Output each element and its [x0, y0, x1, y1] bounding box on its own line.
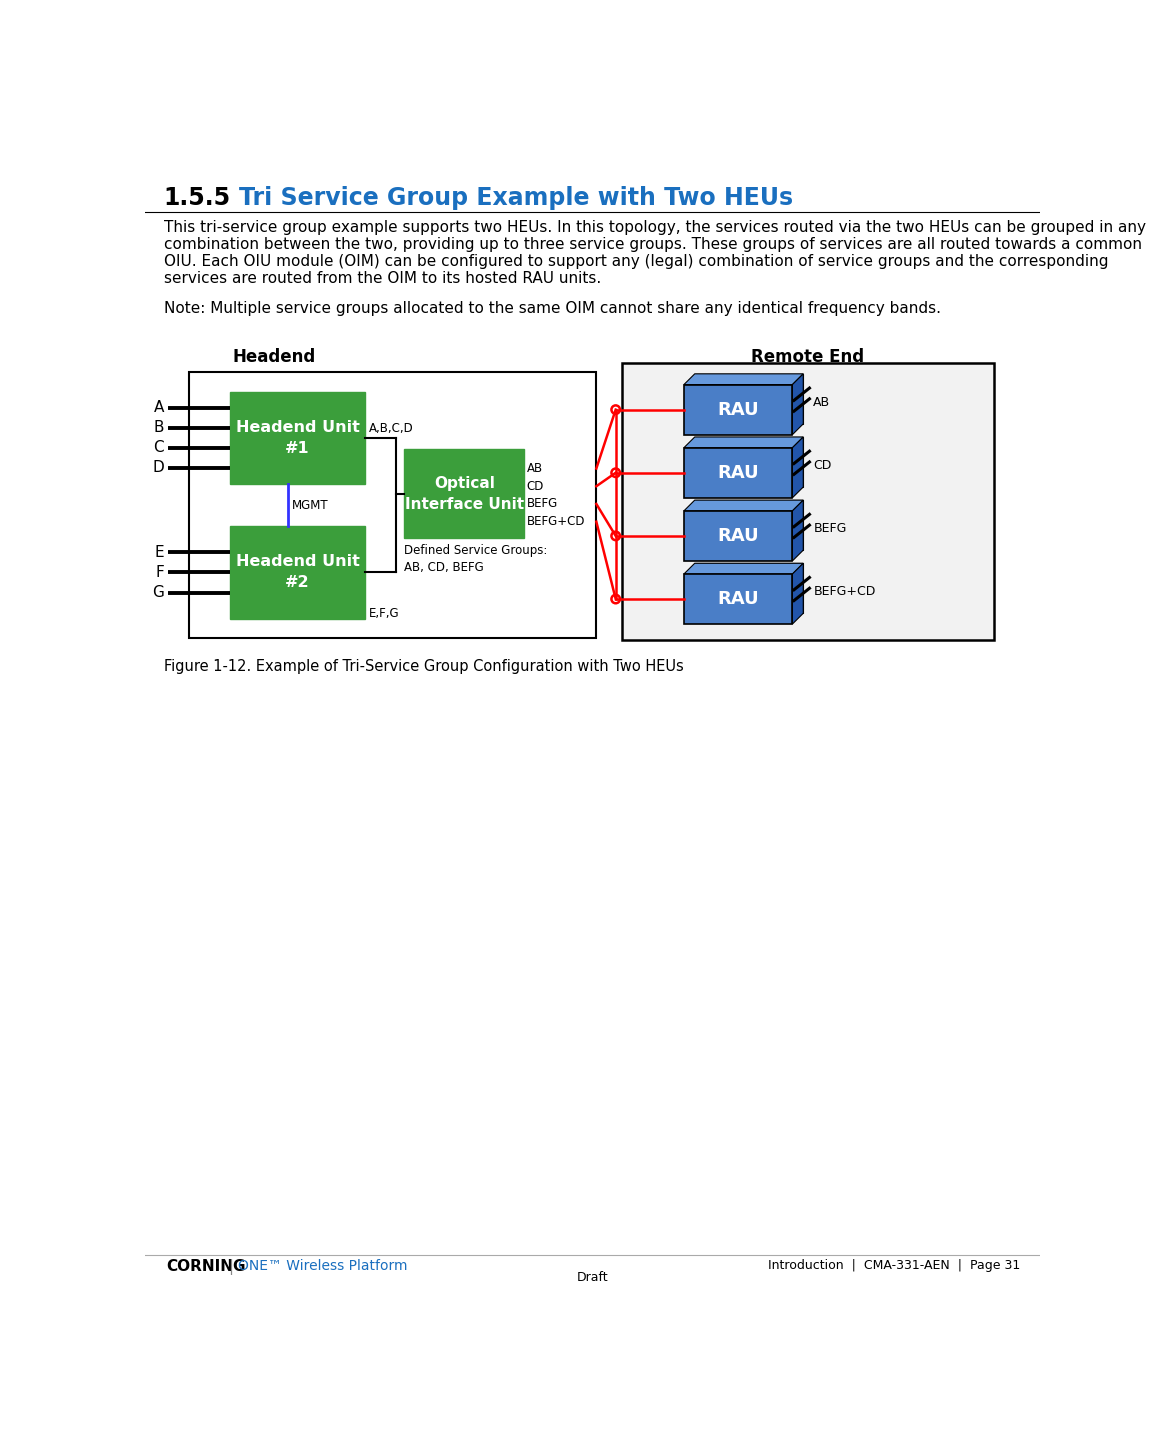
Bar — [684, 447, 792, 498]
Bar — [230, 391, 365, 483]
Bar — [622, 363, 994, 640]
Text: RAU: RAU — [718, 463, 759, 482]
Text: Figure 1-12. Example of Tri-Service Group Configuration with Two HEUs: Figure 1-12. Example of Tri-Service Grou… — [164, 660, 683, 674]
Bar — [684, 511, 792, 561]
Bar — [695, 437, 803, 488]
Text: CD: CD — [527, 480, 544, 493]
Text: E: E — [154, 545, 164, 559]
Text: CD: CD — [814, 459, 831, 472]
Bar — [230, 526, 365, 618]
Text: BEFG+CD: BEFG+CD — [527, 515, 585, 528]
Text: RAU: RAU — [718, 400, 759, 419]
Bar — [695, 564, 803, 614]
Text: Headend Unit
#1: Headend Unit #1 — [236, 420, 360, 456]
Text: Headend: Headend — [232, 347, 316, 366]
Text: 1.5.5: 1.5.5 — [164, 186, 231, 209]
Polygon shape — [684, 564, 803, 574]
Text: G: G — [151, 585, 164, 599]
Polygon shape — [792, 374, 803, 435]
Text: BEFG: BEFG — [527, 498, 558, 511]
Polygon shape — [792, 564, 803, 624]
Polygon shape — [792, 437, 803, 498]
Text: D: D — [153, 460, 164, 475]
Text: Remote End: Remote End — [751, 347, 865, 366]
Text: OIU. Each OIU module (OIM) can be configured to support any (legal) combination : OIU. Each OIU module (OIM) can be config… — [164, 254, 1109, 268]
Text: ONE™ Wireless Platform: ONE™ Wireless Platform — [237, 1259, 407, 1273]
Text: A: A — [154, 400, 164, 416]
Text: F: F — [155, 565, 164, 579]
Bar — [684, 574, 792, 624]
Polygon shape — [792, 500, 803, 561]
Text: This tri-service group example supports two HEUs. In this topology, the services: This tri-service group example supports … — [164, 219, 1146, 235]
Text: B: B — [154, 420, 164, 436]
Text: AB: AB — [527, 462, 542, 475]
Text: Note: Multiple service groups allocated to the same OIM cannot share any identic: Note: Multiple service groups allocated … — [164, 301, 941, 317]
Text: CORNING: CORNING — [166, 1259, 246, 1275]
Text: Headend Unit
#2: Headend Unit #2 — [236, 555, 360, 591]
Bar — [695, 374, 803, 424]
Text: Defined Service Groups:
AB, CD, BEFG: Defined Service Groups: AB, CD, BEFG — [405, 543, 548, 574]
Text: Tri Service Group Example with Two HEUs: Tri Service Group Example with Two HEUs — [207, 186, 794, 209]
Text: Introduction  |  CMA-331-AEN  |  Page 31: Introduction | CMA-331-AEN | Page 31 — [768, 1259, 1021, 1272]
Bar — [190, 373, 596, 638]
Bar — [684, 384, 792, 435]
Text: C: C — [154, 440, 164, 455]
Text: RAU: RAU — [718, 526, 759, 545]
Text: Draft: Draft — [577, 1271, 608, 1283]
Text: services are routed from the OIM to its hosted RAU units.: services are routed from the OIM to its … — [164, 271, 601, 285]
Bar — [695, 500, 803, 551]
Text: E,F,G: E,F,G — [369, 607, 400, 619]
Polygon shape — [684, 437, 803, 447]
Text: combination between the two, providing up to three service groups. These groups : combination between the two, providing u… — [164, 237, 1142, 252]
Text: RAU: RAU — [718, 589, 759, 608]
Polygon shape — [684, 374, 803, 384]
Polygon shape — [684, 500, 803, 511]
Text: BEFG: BEFG — [814, 522, 846, 535]
Text: AB: AB — [814, 396, 830, 409]
Text: BEFG+CD: BEFG+CD — [814, 585, 876, 598]
Text: |: | — [228, 1259, 234, 1275]
Text: MGMT: MGMT — [291, 499, 328, 512]
Text: Optical
Interface Unit: Optical Interface Unit — [405, 476, 524, 512]
Bar — [405, 449, 525, 538]
Text: A,B,C,D: A,B,C,D — [369, 423, 414, 436]
